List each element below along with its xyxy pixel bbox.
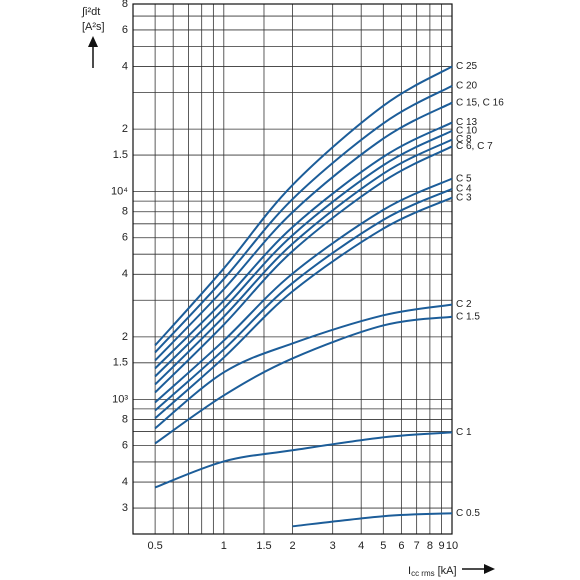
y-tick-label: 10⁴ bbox=[111, 186, 128, 198]
series-label: C 1.5 bbox=[456, 311, 480, 322]
curve bbox=[154, 84, 453, 354]
y-tick-label: 2 bbox=[122, 331, 128, 343]
y-tick-label: 2 bbox=[122, 123, 128, 135]
curve bbox=[154, 315, 453, 445]
series-label: C 1 bbox=[456, 427, 472, 438]
curve bbox=[154, 177, 453, 404]
x-tick-label: 9 bbox=[438, 540, 444, 552]
y-tick-label: 1.5 bbox=[113, 357, 128, 369]
y-tick-label: 6 bbox=[122, 24, 128, 36]
y-axis-arrow-head bbox=[88, 36, 98, 47]
series-label: C 15, C 16 bbox=[456, 97, 504, 108]
y-tick-label: 8 bbox=[122, 0, 128, 10]
curve bbox=[154, 138, 453, 386]
curve bbox=[154, 196, 453, 420]
x-tick-label: 2 bbox=[289, 540, 295, 552]
curve bbox=[154, 121, 453, 370]
y-tick-label: 4 bbox=[122, 476, 128, 488]
curve bbox=[154, 65, 453, 347]
x-tick-label: 0.5 bbox=[147, 540, 162, 552]
x-axis-unit: [kA] bbox=[438, 565, 457, 577]
curve bbox=[154, 101, 453, 362]
series-label: C 4 bbox=[456, 184, 472, 195]
y-tick-label: 4 bbox=[122, 268, 128, 280]
plot-frame bbox=[132, 3, 453, 535]
x-tick-label: 6 bbox=[398, 540, 404, 552]
y-tick-label: 4 bbox=[122, 60, 128, 72]
y-axis-label: ∫i²dt bbox=[81, 6, 100, 18]
curve bbox=[292, 512, 453, 528]
curve bbox=[154, 303, 453, 430]
x-tick-label: 5 bbox=[380, 540, 386, 552]
curve bbox=[154, 130, 453, 378]
series-label: C 6, C 7 bbox=[456, 141, 493, 152]
x-tick-label: 3 bbox=[330, 540, 336, 552]
series-label: C 10 bbox=[456, 126, 478, 137]
series-label: C 0.5 bbox=[456, 508, 480, 519]
series-label: C 20 bbox=[456, 80, 478, 91]
series-label: C 8 bbox=[456, 134, 472, 145]
x-axis-symbol: I bbox=[408, 565, 411, 577]
y-tick-label: 6 bbox=[122, 439, 128, 451]
series-label: C 3 bbox=[456, 192, 472, 203]
y-tick-label: 8 bbox=[122, 413, 128, 425]
series-label: C 25 bbox=[456, 61, 478, 72]
y-tick-label: 6 bbox=[122, 232, 128, 244]
y-tick-label: 3 bbox=[122, 502, 128, 514]
series-label: C 2 bbox=[456, 299, 472, 310]
x-axis-subscript: cc rms bbox=[411, 569, 435, 578]
y-tick-label: 1.5 bbox=[113, 149, 128, 161]
x-axis-arrow-head bbox=[484, 564, 495, 574]
curve bbox=[154, 188, 453, 412]
x-tick-label: 1.5 bbox=[256, 540, 271, 552]
y-axis-unit: [A²s] bbox=[82, 21, 105, 33]
x-axis-label: Icc rms [kA] bbox=[408, 565, 457, 578]
y-tick-label: 8 bbox=[122, 206, 128, 218]
series-label: C 13 bbox=[456, 117, 478, 128]
x-tick-label: 1 bbox=[221, 540, 227, 552]
series-label: C 5 bbox=[456, 173, 472, 184]
curve bbox=[154, 431, 453, 489]
x-tick-label: 8 bbox=[427, 540, 433, 552]
x-tick-label: 10 bbox=[446, 540, 458, 552]
y-tick-label: 10³ bbox=[112, 393, 128, 405]
curve bbox=[154, 145, 453, 394]
x-tick-label: 7 bbox=[414, 540, 420, 552]
x-tick-label: 4 bbox=[358, 540, 364, 552]
